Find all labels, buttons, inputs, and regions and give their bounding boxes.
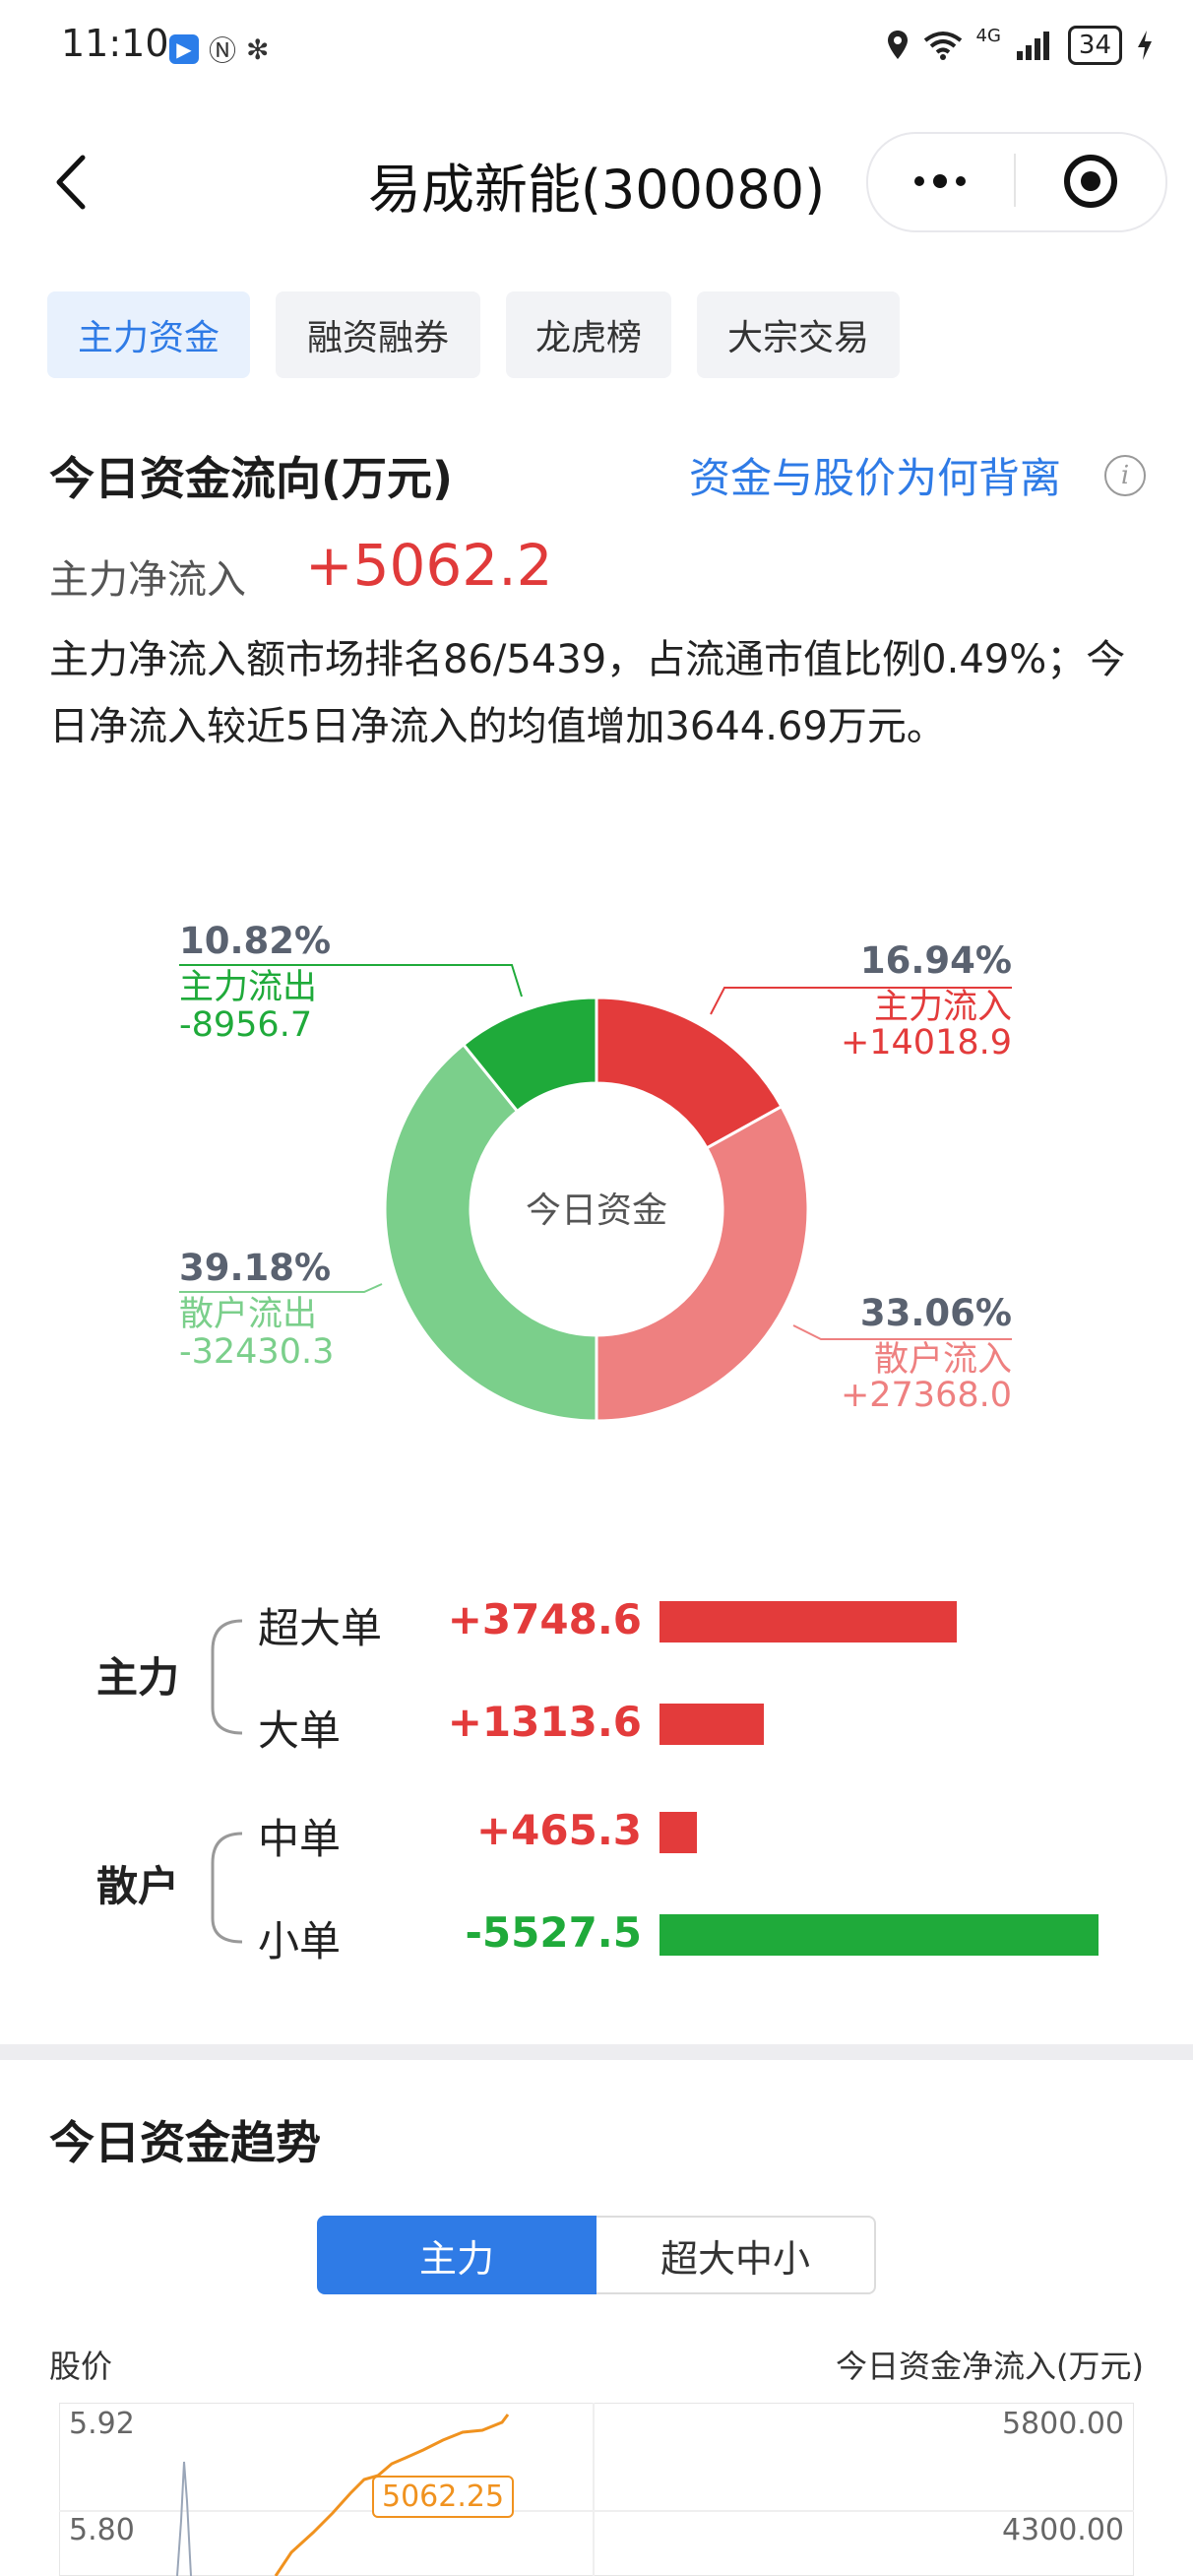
right-axis-title: 今日资金净流入(万元) <box>836 2348 1144 2385</box>
segment-main[interactable]: 主力 <box>317 2216 596 2294</box>
close-miniapp-button[interactable] <box>1059 148 1122 215</box>
more-dot-icon <box>914 176 924 186</box>
left-tick-mid: 5.80 <box>69 2513 135 2547</box>
order-value-large: +1313.6 <box>447 1698 642 1746</box>
back-arrow-icon <box>56 155 86 210</box>
back-button[interactable] <box>47 148 96 217</box>
order-label-large: 大单 <box>258 1707 342 1755</box>
status-right-icons: 4G 34 <box>886 26 1155 65</box>
main-in-label: 主力流入 <box>873 988 1012 1027</box>
retail-in-value: +27368.0 <box>840 1376 1012 1415</box>
capsule-divider <box>1014 154 1016 207</box>
info-icon[interactable]: i <box>1104 455 1146 496</box>
order-bar-large <box>659 1704 764 1745</box>
net-inflow-line <box>274 2414 510 2576</box>
main-out-percent: 10.82% <box>179 920 332 962</box>
donut-segment-retail-in[interactable] <box>595 1104 810 1423</box>
net-inflow-value: +5062.2 <box>305 532 553 599</box>
net-inflow-label: 主力净流入 <box>49 557 246 603</box>
play-app-icon: ▶ <box>169 34 199 64</box>
donut-chart <box>179 964 1012 1423</box>
retail-out-value: -32430.3 <box>179 1332 335 1372</box>
left-axis-title: 股价 <box>49 2348 113 2385</box>
wifi-icon <box>923 32 962 60</box>
group-label-retail: 散户 <box>96 1862 180 1910</box>
status-time: 11:10 <box>61 22 169 65</box>
retail-out-percent: 39.18% <box>179 1247 332 1289</box>
left-tick-top: 5.92 <box>69 2407 135 2441</box>
main-in-value: +14018.9 <box>840 1023 1012 1063</box>
target-icon <box>1064 155 1117 208</box>
more-dot-icon <box>956 176 966 186</box>
retail-out-label: 散户流出 <box>179 1295 318 1334</box>
retail-in-percent: 33.06% <box>859 1292 1012 1334</box>
order-label-medium: 中单 <box>258 1815 342 1863</box>
charging-icon <box>1138 31 1152 60</box>
main-in-percent: 16.94% <box>859 939 1012 982</box>
signal-icon <box>1016 32 1049 60</box>
order-label-super-large: 超大单 <box>258 1604 383 1652</box>
flow-description: 主力净流入额市场排名86/5439，占流通市值比例0.49%；今日净流入较近5日… <box>49 637 1126 749</box>
trend-section-title: 今日资金趋势 <box>49 2116 321 2169</box>
leader-line-retail-out <box>179 1283 383 1293</box>
leader-line-retail-in <box>792 1324 1012 1340</box>
price-line <box>176 2461 192 2576</box>
nfc-icon: Ⓝ <box>209 34 237 67</box>
order-label-small: 小单 <box>258 1917 342 1965</box>
order-brackets <box>211 1619 243 1944</box>
donut-segment-main-out[interactable] <box>461 996 598 1114</box>
flow-section-title: 今日资金流向(万元) <box>49 452 454 505</box>
donut-segment-retail-out[interactable] <box>383 1042 598 1423</box>
divergence-link[interactable]: 资金与股价为何背离 <box>689 454 1062 502</box>
more-dot-icon <box>933 174 947 188</box>
group-label-main: 主力 <box>96 1653 180 1702</box>
tab-main-funds[interactable]: 主力资金 <box>47 291 250 378</box>
battery-indicator: 34 <box>1067 26 1122 65</box>
main-out-label: 主力流出 <box>179 968 318 1007</box>
retail-in-label: 散户流入 <box>873 1340 1012 1380</box>
tab-dragon-tiger[interactable]: 龙虎榜 <box>506 291 671 378</box>
more-button[interactable] <box>886 148 994 215</box>
location-icon <box>887 31 908 59</box>
segment-all-sizes[interactable]: 超大中小 <box>596 2216 876 2294</box>
order-value-super-large: +3748.6 <box>447 1595 642 1643</box>
main-out-value: -8956.7 <box>179 1005 313 1045</box>
leader-line-main-in <box>710 987 1012 1015</box>
donut-center-label: 今日资金 <box>525 1191 667 1231</box>
trend-tooltip: 5062.25 <box>372 2476 515 2518</box>
order-value-small: -5527.5 <box>465 1908 642 1957</box>
section-divider <box>0 2044 1193 2060</box>
status-left-icons: ▶ Ⓝ ✻ <box>169 30 269 69</box>
right-tick-mid: 4300.00 <box>1001 2513 1124 2547</box>
order-bar-super-large <box>659 1601 957 1642</box>
network-type: 4G <box>975 26 1001 46</box>
order-bar-small <box>659 1914 1099 1956</box>
order-bar-medium <box>659 1812 697 1853</box>
bluetooth-icon: ✻ <box>246 32 270 66</box>
tab-margin-trading[interactable]: 融资融券 <box>276 291 480 378</box>
right-tick-top: 5800.00 <box>1001 2407 1124 2441</box>
order-value-medium: +465.3 <box>475 1806 642 1854</box>
tab-block-trade[interactable]: 大宗交易 <box>697 291 900 378</box>
trend-chart-area <box>59 2403 1134 2576</box>
leader-line-main-out <box>179 964 523 998</box>
